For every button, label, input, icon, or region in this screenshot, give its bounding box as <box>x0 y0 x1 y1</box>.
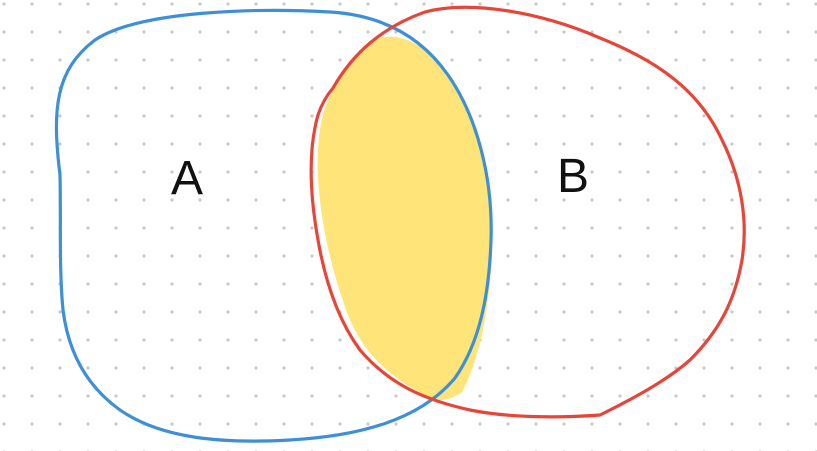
set-b-outline <box>309 5 746 419</box>
set-b-label: B <box>557 150 589 203</box>
intersection-highlight <box>317 36 493 401</box>
set-a-label: A <box>171 152 203 205</box>
set-a-outline <box>54 8 493 443</box>
